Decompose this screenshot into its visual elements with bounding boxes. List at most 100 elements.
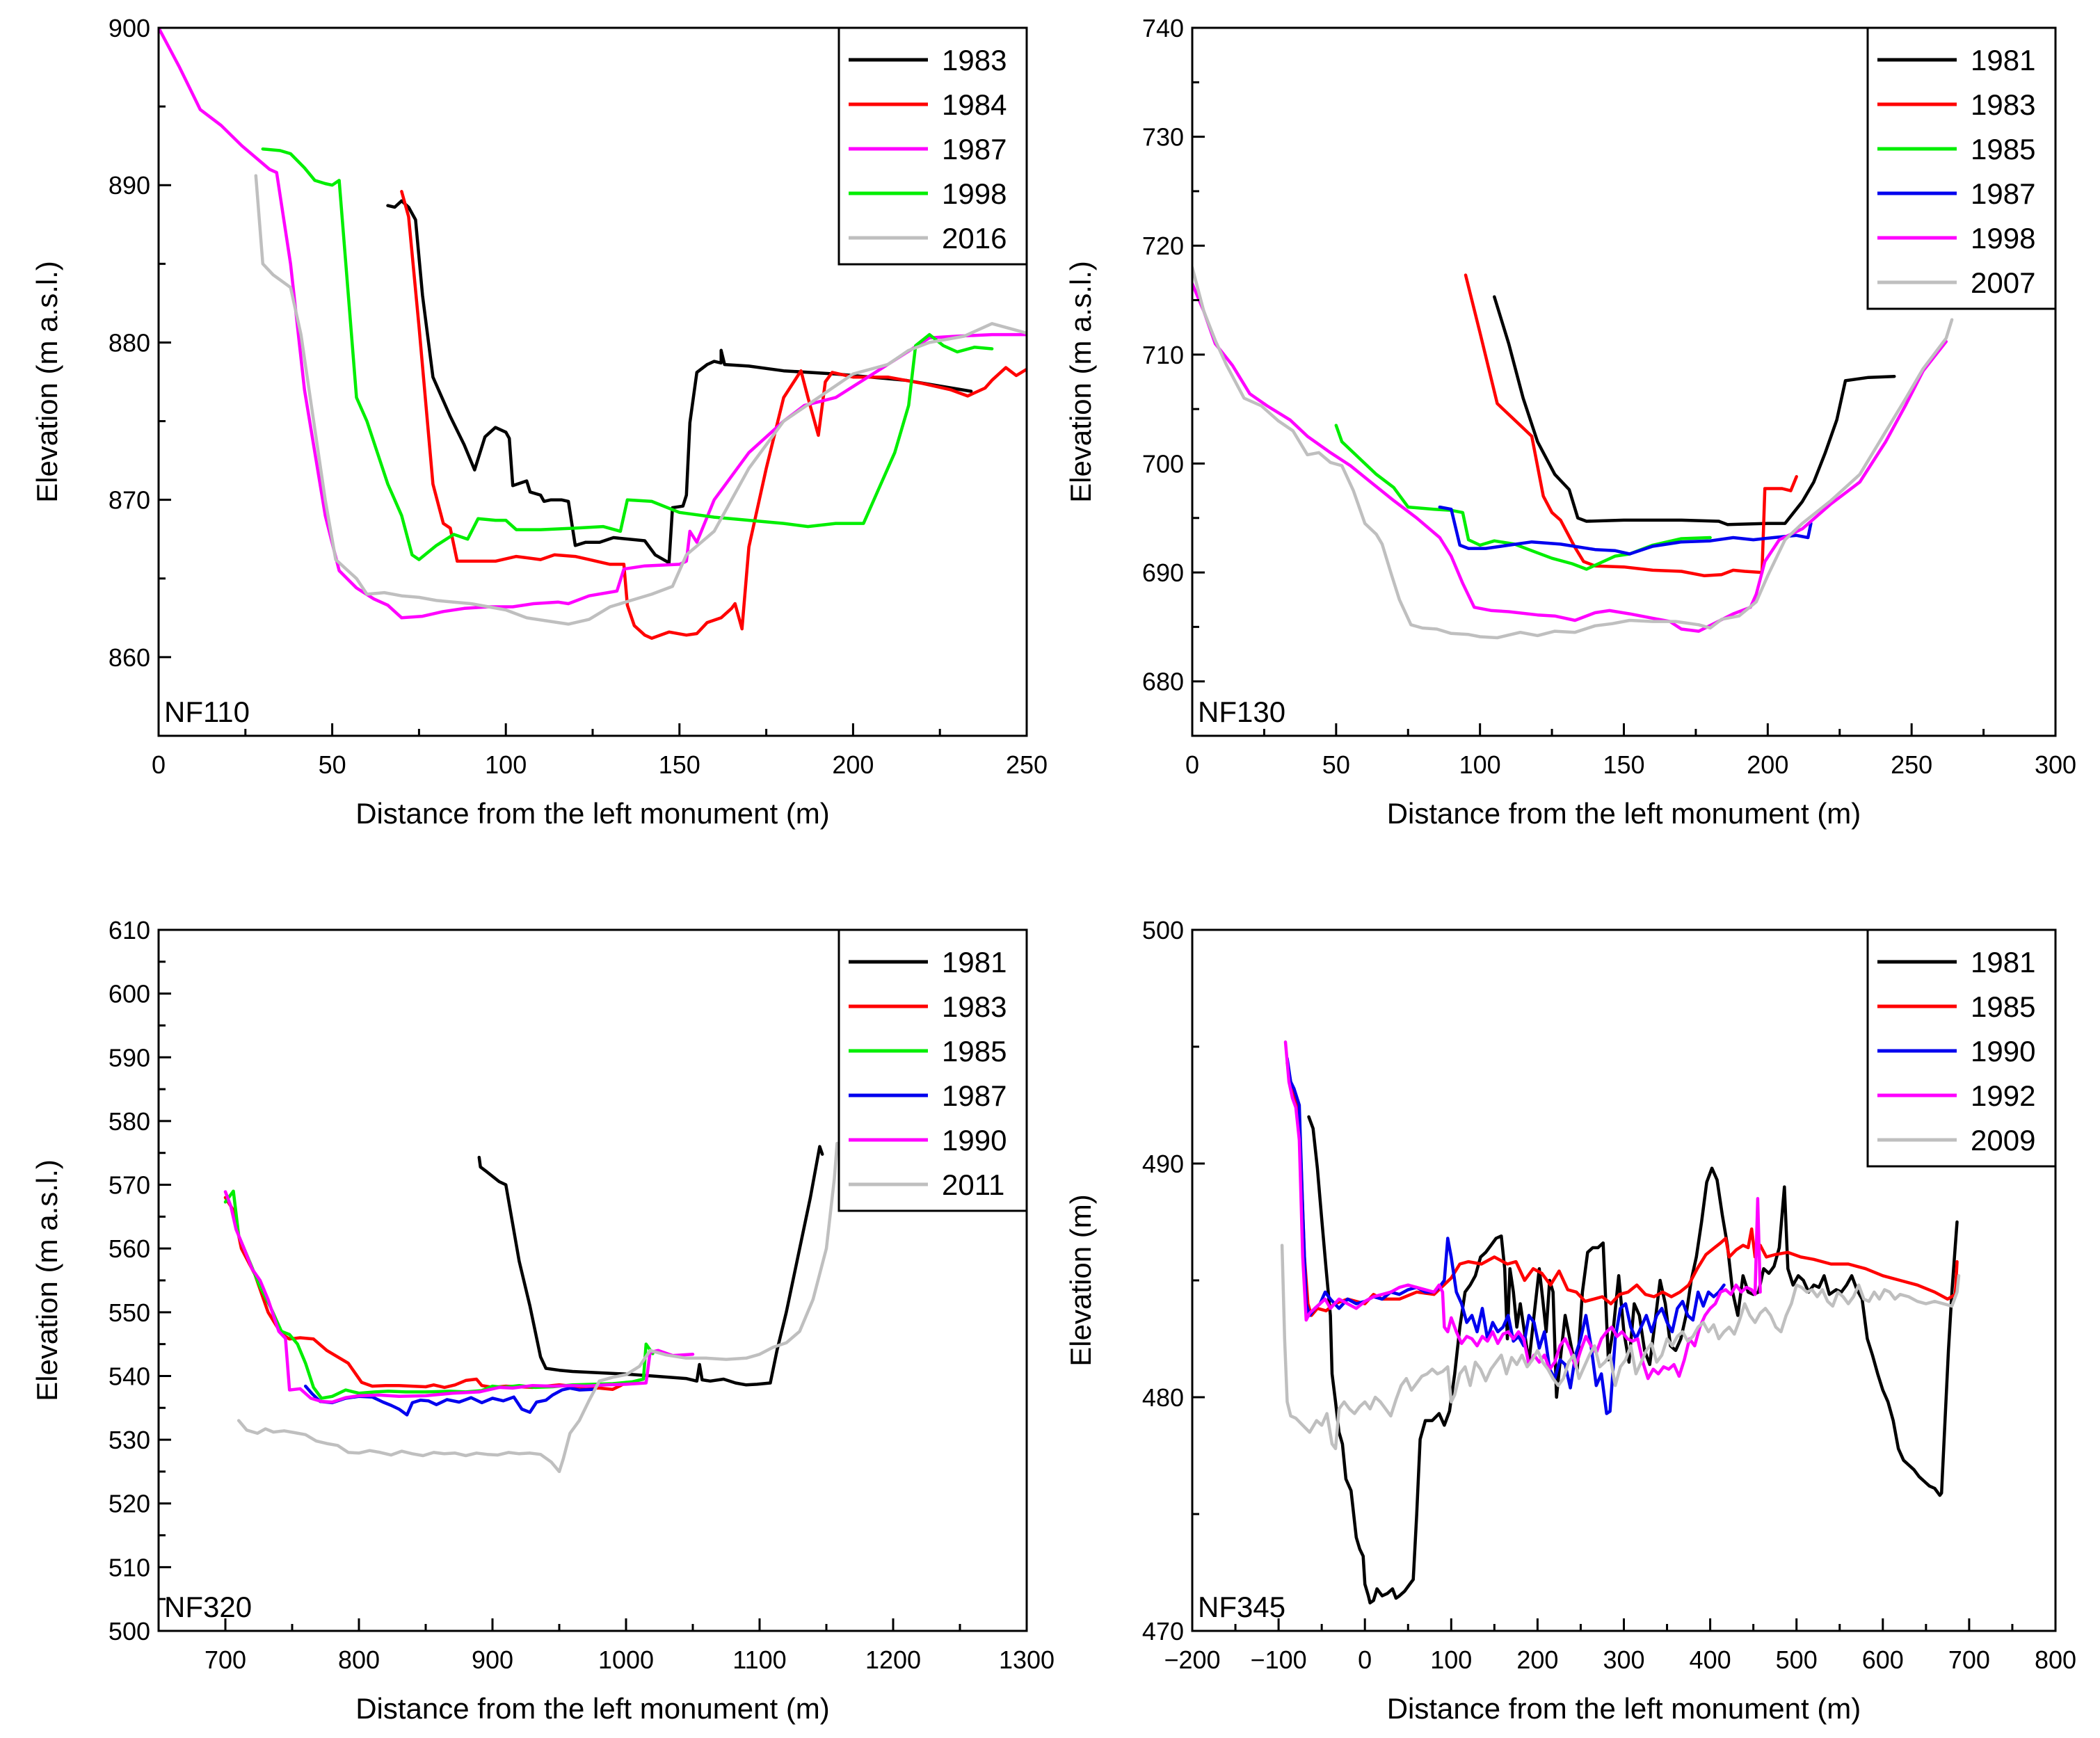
x-tick-label: 300 (1603, 1646, 1644, 1674)
legend-label: 1983 (942, 990, 1007, 1023)
y-tick-label: 470 (1142, 1617, 1184, 1646)
y-tick-label: 570 (109, 1171, 150, 1200)
legend: 1983 1984 1987 1998 2016 (837, 26, 1028, 266)
x-tick-label: 200 (1747, 750, 1788, 779)
y-tick-label: 500 (109, 1617, 150, 1646)
series-line-1984 (400, 190, 1027, 640)
y-tick-label: 730 (1142, 123, 1184, 152)
x-tick-label: 0 (1185, 750, 1199, 779)
series-line-1998 (261, 147, 994, 561)
x-tick-label: 100 (1430, 1646, 1472, 1674)
legend-label: 1987 (1971, 177, 2035, 210)
y-tick-label: 590 (109, 1043, 150, 1072)
y-tick-label: 530 (109, 1426, 150, 1454)
legend-label: 1981 (1971, 44, 2035, 77)
y-tick-label: 510 (109, 1553, 150, 1582)
y-tick-label: 520 (109, 1490, 150, 1518)
x-axis-title: Distance from the left monument (m) (355, 797, 830, 830)
legend-box (1866, 26, 2057, 310)
y-tick-label: 610 (109, 916, 150, 944)
y-tick-label: 500 (1142, 916, 1184, 944)
legend-label: 1985 (942, 1035, 1007, 1068)
x-tick-label: −100 (1251, 1646, 1307, 1674)
legend-label: 2011 (942, 1168, 1004, 1201)
x-tick-label: 200 (832, 750, 874, 779)
x-axis-title: Distance from the left monument (m) (1387, 1692, 1861, 1725)
x-tick-label: 1000 (598, 1646, 654, 1674)
x-tick-label: 800 (2035, 1646, 2076, 1674)
x-tick-label: 700 (1948, 1646, 1990, 1674)
y-tick-label: 710 (1142, 341, 1184, 369)
y-tick-label: 870 (109, 486, 150, 515)
x-axis-title: Distance from the left monument (m) (1387, 797, 1861, 830)
series-line-1998 (1192, 282, 1948, 633)
x-tick-label: −200 (1164, 1646, 1220, 1674)
legend: 1981 1983 1985 1987 1998 2007 (1866, 26, 2057, 310)
y-tick-label: 490 (1142, 1150, 1184, 1178)
panel-label: NF110 (164, 695, 250, 728)
series-line-2016 (254, 174, 1027, 626)
x-tick-label: 600 (1862, 1646, 1904, 1674)
y-tick-label: 880 (109, 328, 150, 357)
legend: 1981 1985 1990 1992 2009 (1866, 928, 2057, 1168)
series-line-1990 (1285, 1056, 1726, 1415)
x-axis-title: Distance from the left monument (m) (355, 1692, 830, 1725)
y-axis-title: Elevation (m a.s.l.) (31, 1159, 63, 1401)
y-tick-label: 580 (109, 1107, 150, 1136)
x-tick-label: 300 (2035, 750, 2076, 779)
y-tick-label: 600 (109, 980, 150, 1008)
legend-label: 1985 (1971, 990, 2035, 1023)
series-line-2009 (1280, 1244, 1961, 1451)
chart-panel-nf345: −200 −100 0 100 200 300 400 500 600 700 800 470 480 4… (1064, 916, 2076, 1725)
x-tick-label: 50 (1322, 750, 1350, 779)
x-tick-label: 500 (1776, 1646, 1818, 1674)
series-line-1981 (1307, 1115, 1959, 1604)
legend-label: 2007 (1971, 266, 2035, 299)
chart-panel-nf130: 0 50 100 150 200 250 300 680 690 700 710 720 730 740 D… (1064, 14, 2076, 830)
series-line-2007 (1192, 266, 1954, 640)
legend-label: 1987 (942, 1079, 1007, 1112)
legend-label: 1987 (942, 133, 1007, 166)
y-tick-label: 690 (1142, 558, 1184, 587)
legend-box (1866, 928, 2057, 1168)
x-tick-label: 900 (472, 1646, 513, 1674)
series-line-1983 (1464, 273, 1798, 578)
x-tick-label: 800 (338, 1646, 380, 1674)
legend-label: 1990 (942, 1124, 1007, 1157)
y-tick-label: 480 (1142, 1383, 1184, 1412)
series-line-1983 (386, 199, 973, 565)
x-tick-label: 150 (1603, 750, 1644, 779)
panel-label: NF345 (1198, 1591, 1285, 1623)
x-tick-label: 200 (1516, 1646, 1558, 1674)
panel-label: NF130 (1198, 695, 1285, 728)
x-tick-label: 150 (659, 750, 700, 779)
legend-label: 1981 (942, 946, 1007, 979)
y-tick-label: 900 (109, 14, 150, 42)
x-tick-label: 250 (1891, 750, 1932, 779)
x-tick-label: 100 (1459, 750, 1501, 779)
chart-panel-nf320: 700 800 900 1000 1100 1200 1300 500 510 520 530 540… (31, 916, 1055, 1725)
series-line-2011 (237, 1141, 842, 1474)
x-tick-label: 50 (319, 750, 346, 779)
legend-label: 1985 (1971, 133, 2035, 166)
legend-label: 1990 (1971, 1035, 2035, 1068)
x-tick-label: 1100 (732, 1646, 786, 1674)
y-axis-title: Elevation (m a.s.l.) (1064, 261, 1097, 503)
y-tick-label: 740 (1142, 14, 1184, 42)
y-tick-label: 540 (109, 1362, 150, 1390)
y-tick-label: 560 (109, 1234, 150, 1263)
series-line-1990 (223, 1190, 695, 1404)
y-axis-title: Elevation (m) (1064, 1194, 1097, 1366)
series-line-1985 (223, 1189, 655, 1400)
x-tick-label: 250 (1006, 750, 1048, 779)
legend-label: 2016 (942, 222, 1007, 255)
legend-box (837, 928, 1028, 1212)
y-tick-label: 700 (1142, 449, 1184, 478)
legend-label: 1983 (1971, 88, 2035, 121)
series-line-1987 (1438, 505, 1813, 556)
legend-label: 1992 (1971, 1079, 2035, 1112)
legend: 1981 1983 1985 1987 1990 2011 (837, 928, 1028, 1212)
legend-label: 1981 (1971, 946, 2035, 979)
series-line-1983 (223, 1196, 628, 1391)
